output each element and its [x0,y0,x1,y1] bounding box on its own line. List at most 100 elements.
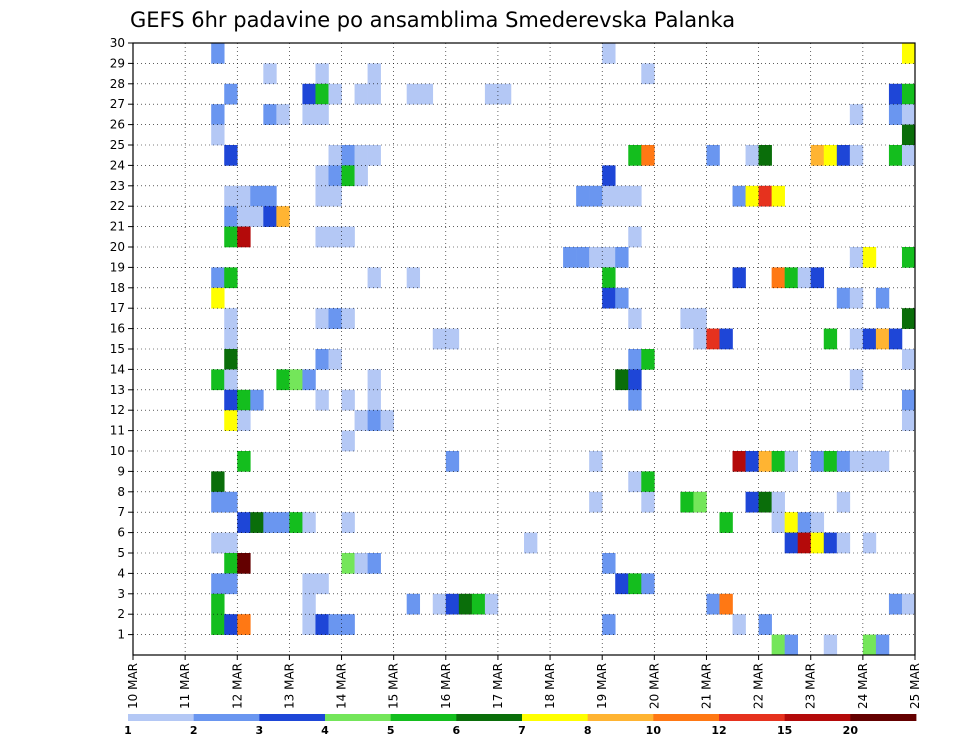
heatmap-cell [576,247,590,268]
heatmap-cell [328,165,342,187]
heatmap-cell [237,553,251,574]
y-tick-label: 20 [110,240,125,254]
heatmap-cell [628,471,642,493]
heatmap-cell [875,451,890,472]
colorbar-label: 20 [843,724,859,737]
heatmap-cell [315,104,329,125]
x-tick-label: 11 MAR [178,663,192,709]
y-tick-label: 4 [117,566,125,580]
heatmap-cell [602,614,616,635]
heatmap-cell [602,43,616,64]
heatmap-cell [224,410,238,431]
colorbar-swatch [784,714,851,721]
heatmap-cell [680,308,694,329]
heatmap-cell [315,83,329,105]
colorbar-swatch [325,714,392,721]
colorbar-label: 2 [190,724,198,737]
heatmap-cell [615,287,629,309]
heatmap-cell [263,63,277,85]
heatmap-cell [641,491,655,513]
heatmap-cell [693,491,707,513]
y-tick-label: 16 [110,322,125,336]
heatmap-cell [328,349,342,370]
heatmap-cell [263,185,277,207]
x-tick-label: 14 MAR [335,663,349,709]
heatmap-cell [328,145,342,166]
colorbar-label: 4 [321,724,329,737]
heatmap-cell [810,267,825,289]
heatmap-cell [875,287,890,309]
colorbar-label: 8 [584,724,592,737]
heatmap-cell [797,532,812,554]
heatmap-cell [823,532,838,554]
heatmap-cell [901,308,916,329]
y-tick-label: 5 [117,546,125,560]
heatmap-cell [289,369,303,391]
heatmap-cell [341,165,355,187]
colorbar-label: 15 [777,724,792,737]
heatmap-cell [771,491,785,513]
heatmap-cell [602,247,616,268]
heatmap-cell [628,145,642,166]
x-tick-label: 12 MAR [230,663,244,709]
colorbar-legend: 1 2 3 4 5 6 7 8 10 12 15 20 [124,714,917,737]
colorbar-label: 7 [518,724,526,737]
y-tick-label: 8 [117,485,125,499]
heatmap-cell [354,165,368,187]
heatmap-cell [706,593,720,615]
heatmap-cell [602,185,616,207]
heatmap-cell [237,614,251,635]
heatmap-cell [901,593,916,615]
heatmap-cell [367,553,381,574]
heatmap-cell [758,185,772,207]
heatmap-cell [693,308,707,329]
heatmap-cell [224,349,238,370]
colorbar-swatch [259,714,326,721]
heatmap-cell [484,83,499,105]
heatmap-cell [888,328,903,350]
heatmap-cell [784,267,798,289]
heatmap-cell [849,104,864,125]
y-tick-label: 23 [110,179,125,193]
heatmap-cell [706,328,720,350]
heatmap-cell [628,573,642,595]
colorbar-swatch [719,714,786,721]
heatmap-cell [367,145,381,166]
heatmap-cell [315,165,329,187]
heatmap-cell [576,185,590,207]
x-tick-label: 13 MAR [282,663,296,709]
heatmap-cell [367,389,381,411]
heatmap-cell [341,553,355,574]
heatmap-cell [745,185,759,207]
y-tick-label: 24 [110,158,125,172]
heatmap-cell [589,451,603,472]
heatmap-cell [732,267,746,289]
x-tick-label: 25 MAR [908,663,922,709]
heatmap-cell [276,206,290,227]
heatmap-cell [641,573,655,595]
heatmap-cell [315,63,329,85]
heatmap-cell [289,512,303,533]
heatmap-cell [224,267,238,289]
heatmap-cell [263,206,277,227]
heatmap-cell [224,553,238,574]
heatmap-cell [250,206,264,227]
heatmap-cell [302,512,316,533]
heatmap-cell [328,226,342,248]
heatmap-cell [224,491,238,513]
heatmap-cell [901,349,916,370]
heatmap-cell [797,267,812,289]
heatmap-cell [849,328,864,350]
x-tick-label: 19 MAR [595,663,609,709]
x-tick-label: 22 MAR [752,663,766,709]
colorbar-label: 3 [256,724,264,737]
heatmap-cell [224,532,238,554]
y-tick-label: 1 [117,628,125,642]
heatmap-cell [484,593,499,615]
heatmap-cell [224,83,238,105]
heatmap-cell [745,451,759,472]
heatmap-cell [888,83,903,105]
x-axis: 10 MAR 11 MAR 12 MAR 13 MAR 14 MAR 15 MAR 16 M… [126,655,922,709]
heatmap-cell [354,410,368,431]
heatmap-cell [315,226,329,248]
